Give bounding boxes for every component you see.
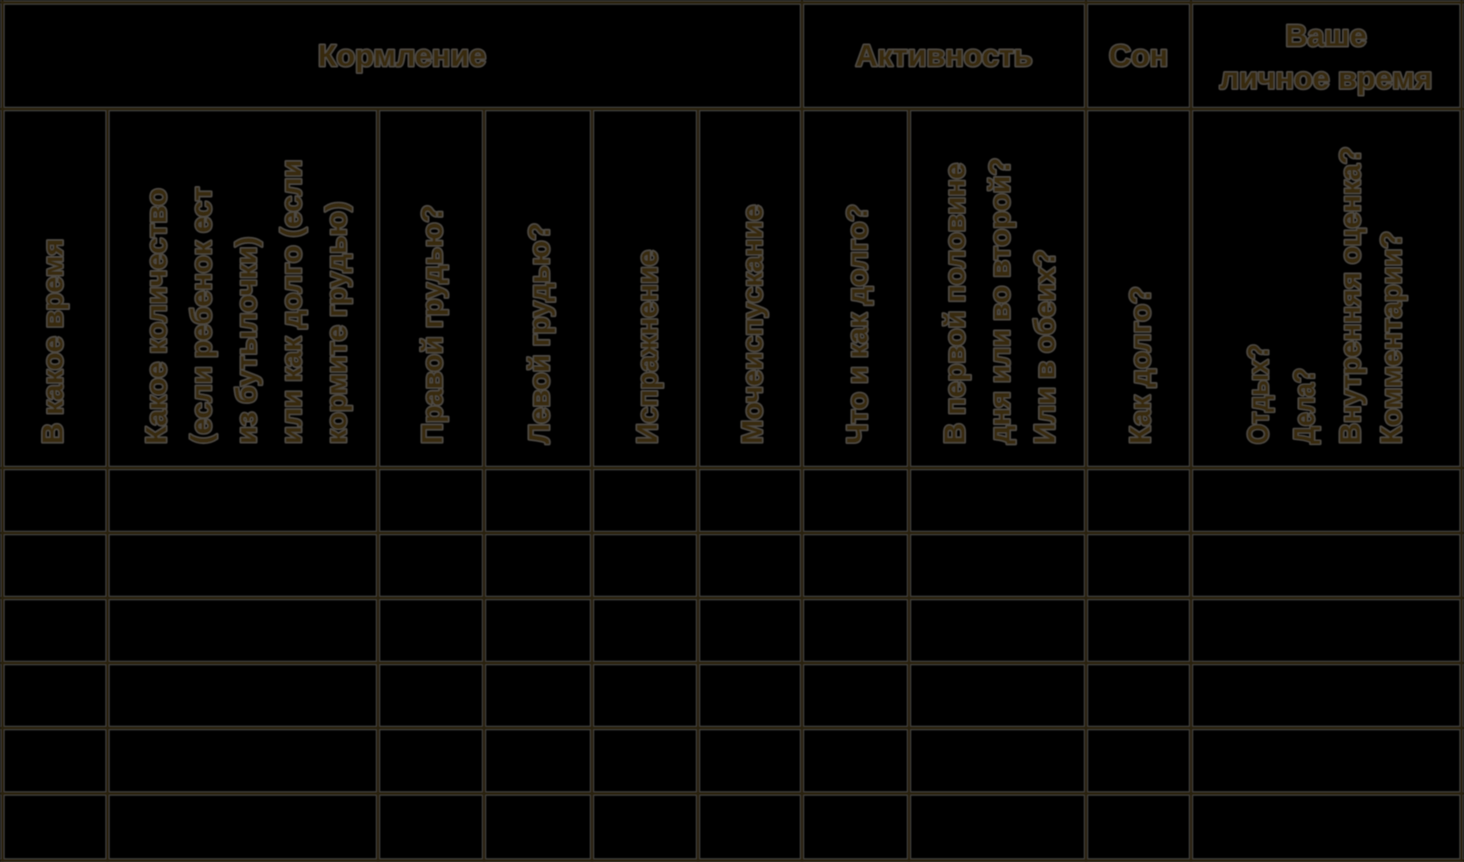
svg-text:Левой грудью?: Левой грудью? [524,223,556,444]
svg-text:кормите грудью): кормите грудью) [321,202,353,444]
svg-text:или как долго (если: или как долго (если [276,160,308,444]
svg-text:Или в обеих?: Или в обеих? [1030,250,1062,444]
svg-text:Активность: Активность [855,39,1032,73]
svg-text:Как долго?: Как долго? [1125,286,1157,444]
svg-text:Правой грудью?: Правой грудью? [417,205,449,444]
svg-text:Сон: Сон [1109,39,1168,73]
svg-text:личное время: личное время [1220,62,1433,96]
svg-text:Какое количество: Какое количество [141,188,173,444]
svg-text:дня или во второй?: дня или во второй? [985,158,1017,444]
svg-text:Отдых?: Отдых? [1243,344,1275,444]
svg-text:В первой половине: В первой половине [940,163,972,444]
svg-text:из бутылочки): из бутылочки) [231,237,263,444]
svg-text:(если ребенок ест: (если ребенок ест [186,187,218,444]
svg-text:Кормление: Кормление [318,39,486,73]
svg-text:В какое время: В какое время [38,239,70,444]
svg-text:Комментарии?: Комментарии? [1376,231,1408,444]
svg-text:Что и как долго?: Что и как долго? [842,204,874,444]
svg-text:Мочеиспускание: Мочеиспускание [737,205,769,444]
svg-text:Внутренняя оценка?: Внутренняя оценка? [1335,147,1367,444]
svg-text:Дела?: Дела? [1289,368,1321,444]
svg-text:Испражнение: Испражнение [632,250,664,444]
svg-text:Ваше: Ваше [1285,19,1366,53]
